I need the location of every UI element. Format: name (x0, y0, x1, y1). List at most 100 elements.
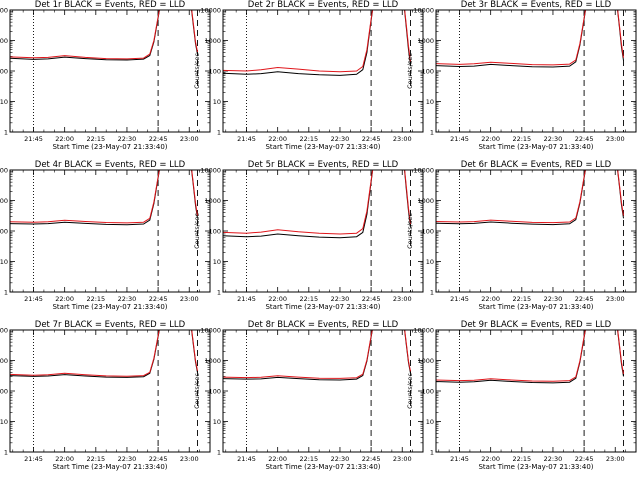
y-tick-label: 10 (426, 98, 434, 106)
x-tick-label: 22:30 (118, 135, 137, 143)
y-axis-label: Counts/sec (406, 53, 414, 89)
panel-title: Det 8r BLACK = Events, RED = LLD (248, 320, 399, 330)
x-tick-label: 22:30 (544, 135, 563, 143)
y-tick-label: 1000 (417, 37, 434, 45)
x-axis-label: Start Time (23-May-07 21:33:40) (478, 463, 593, 471)
y-tick-label: 1 (217, 288, 221, 296)
y-tick-label: 1 (4, 128, 8, 136)
x-tick-label: 23:00 (393, 135, 412, 143)
x-axis-label: Start Time (23-May-07 21:33:40) (52, 463, 167, 471)
y-tick-label: 1000 (204, 357, 221, 365)
x-tick-label: 22:00 (55, 295, 74, 303)
x-axis-label: Start Time (23-May-07 21:33:40) (52, 143, 167, 151)
x-tick-label: 22:45 (362, 135, 381, 143)
x-tick-label: 21:45 (24, 455, 43, 463)
x-tick-label: 22:45 (149, 455, 168, 463)
plot-frame (435, 329, 637, 453)
detector-panel-8: Det 8r BLACK = Events, RED = LLD 1 10 100 10… (193, 320, 424, 471)
detector-panel-4: Det 4r BLACK = Events, RED = LLD 1 10 100 10… (0, 160, 211, 311)
x-tick-label: 22:15 (86, 455, 105, 463)
y-tick-label: 100 (209, 227, 221, 235)
plot-frame (435, 9, 637, 133)
x-tick-label: 22:00 (268, 135, 287, 143)
x-tick-label: 23:00 (606, 295, 625, 303)
x-tick-label: 22:45 (575, 135, 594, 143)
plot-frame (222, 329, 424, 453)
series-lld (223, 170, 411, 235)
x-tick-label: 21:45 (237, 455, 256, 463)
series-lld (223, 330, 411, 379)
x-tick-label: 22:45 (149, 135, 168, 143)
x-tick-label: 22:30 (544, 455, 563, 463)
x-tick-label: 22:15 (512, 295, 531, 303)
y-axis-label: Counts/sec (406, 373, 414, 409)
detector-panel-1: Det 1r BLACK = Events, RED = LLD 1 10 100 10… (0, 0, 211, 151)
panel-title: Det 1r BLACK = Events, RED = LLD (35, 0, 186, 10)
x-tick-label: 22:15 (299, 135, 318, 143)
series-events (436, 170, 624, 226)
y-tick-label: 1 (217, 448, 221, 456)
y-tick-label: 1000 (204, 197, 221, 205)
x-tick-label: 21:45 (450, 135, 469, 143)
y-tick-label: 100 (209, 387, 221, 395)
y-axis-label: Counts/sec (406, 213, 414, 249)
panel-title: Det 6r BLACK = Events, RED = LLD (461, 160, 612, 170)
detector-panel-3: Det 3r BLACK = Events, RED = LLD 1 10 100 10… (406, 0, 637, 151)
x-tick-label: 21:45 (24, 135, 43, 143)
y-tick-label: 1000 (204, 37, 221, 45)
y-tick-label: 100 (422, 227, 434, 235)
y-tick-label: 10000 (0, 326, 8, 334)
x-tick-label: 22:30 (118, 295, 137, 303)
panel-title: Det 4r BLACK = Events, RED = LLD (35, 160, 186, 170)
x-tick-label: 22:00 (481, 295, 500, 303)
series-events (436, 10, 624, 68)
x-tick-label: 22:15 (299, 455, 318, 463)
series-events (10, 330, 198, 378)
series-lld (10, 330, 198, 377)
y-tick-label: 10 (213, 98, 221, 106)
plot-frame (9, 169, 211, 293)
y-tick-label: 10 (426, 258, 434, 266)
y-tick-label: 100 (0, 387, 8, 395)
detector-panel-9: Det 9r BLACK = Events, RED = LLD 1 10 100 10… (406, 320, 637, 471)
x-tick-label: 22:00 (55, 455, 74, 463)
x-tick-label: 21:45 (450, 295, 469, 303)
panel-title: Det 9r BLACK = Events, RED = LLD (461, 320, 612, 330)
plot-frame (222, 169, 424, 293)
x-tick-label: 22:15 (86, 135, 105, 143)
detector-panel-7: Det 7r BLACK = Events, RED = LLD 1 10 100 10… (0, 320, 211, 471)
plot-frame (435, 169, 637, 293)
plot-frame (9, 329, 211, 453)
x-tick-label: 23:00 (393, 295, 412, 303)
x-tick-label: 22:45 (362, 455, 381, 463)
x-axis-label: Start Time (23-May-07 21:33:40) (478, 303, 593, 311)
y-tick-label: 1 (430, 288, 434, 296)
y-tick-label: 10 (0, 258, 8, 266)
series-events (223, 10, 411, 76)
x-tick-label: 22:45 (149, 295, 168, 303)
x-tick-label: 21:45 (450, 455, 469, 463)
x-tick-label: 21:45 (237, 295, 256, 303)
x-tick-label: 23:00 (180, 455, 199, 463)
x-tick-label: 22:00 (481, 135, 500, 143)
y-tick-label: 1 (430, 448, 434, 456)
x-tick-label: 22:45 (575, 295, 594, 303)
x-tick-label: 23:00 (606, 135, 625, 143)
y-tick-label: 100 (209, 67, 221, 75)
x-axis-label: Start Time (23-May-07 21:33:40) (52, 303, 167, 311)
y-tick-label: 1000 (417, 197, 434, 205)
x-tick-label: 22:30 (544, 295, 563, 303)
y-tick-label: 1000 (0, 357, 8, 365)
x-tick-label: 23:00 (180, 295, 199, 303)
x-tick-label: 22:45 (575, 455, 594, 463)
x-tick-label: 22:00 (268, 295, 287, 303)
y-tick-label: 10000 (413, 326, 434, 334)
series-events (223, 170, 411, 239)
x-tick-label: 22:00 (481, 455, 500, 463)
x-tick-label: 21:45 (24, 295, 43, 303)
y-axis-label: Counts/sec (193, 213, 201, 249)
y-tick-label: 100 (0, 67, 8, 75)
y-tick-label: 10000 (0, 166, 8, 174)
y-tick-label: 10 (0, 98, 8, 106)
